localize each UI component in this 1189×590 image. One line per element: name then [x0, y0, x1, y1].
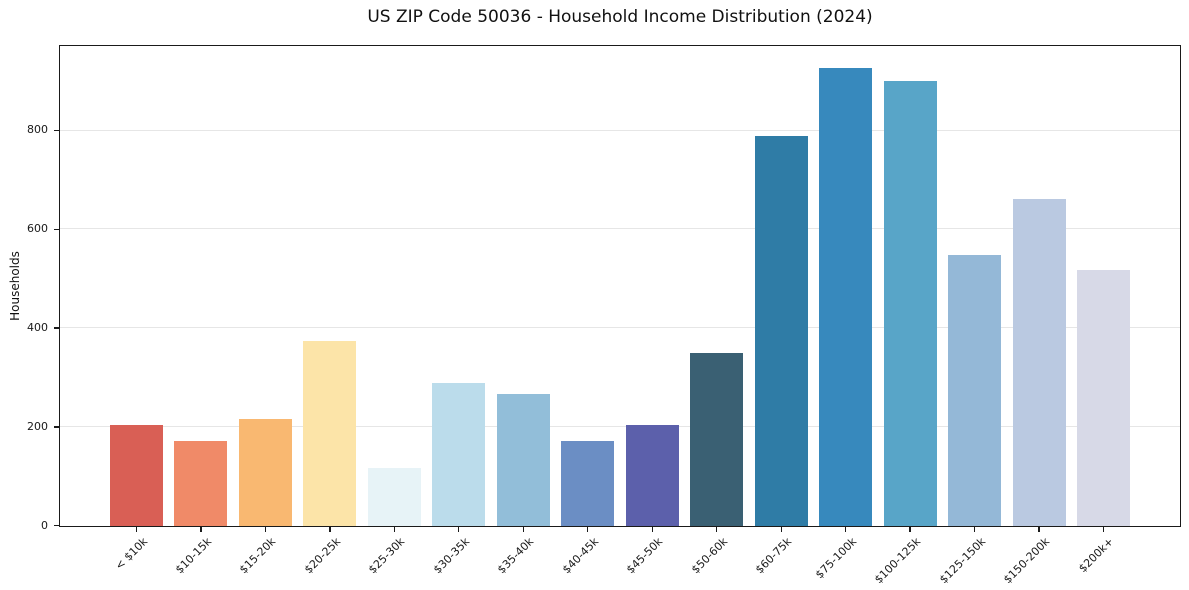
bar-slot — [362, 46, 427, 526]
gridline — [60, 129, 1180, 131]
x-tick-mark — [200, 527, 202, 532]
bar-$35-40k — [496, 393, 550, 526]
x-tick-label: $15-20k — [237, 535, 279, 577]
y-tick-mark — [54, 525, 59, 527]
gridline — [60, 426, 1180, 428]
bar-$50-60k — [690, 353, 744, 526]
bar-slot — [1007, 46, 1072, 526]
x-tick-mark — [716, 527, 718, 532]
chart-title: US ZIP Code 50036 - Household Income Dis… — [367, 7, 873, 27]
x-tick-mark — [651, 527, 653, 532]
bar-$75-100k — [819, 67, 873, 526]
x-tick-mark — [1038, 527, 1040, 532]
bar-slot — [491, 46, 556, 526]
bar-slot — [169, 46, 234, 526]
bar-$60-75k — [754, 135, 808, 526]
y-tick-mark — [54, 228, 59, 230]
x-tick-mark — [458, 527, 460, 532]
bar-slot — [1072, 46, 1137, 526]
bar-slot — [620, 46, 685, 526]
y-tick-label: 800 — [27, 123, 48, 137]
x-tick-mark — [844, 527, 847, 532]
x-tick-mark — [1102, 527, 1105, 532]
x-tick-mark — [135, 527, 138, 532]
x-tick-mark — [909, 527, 911, 532]
y-tick-mark — [54, 327, 59, 329]
bar-slot — [685, 46, 750, 526]
y-tick-label: 400 — [27, 321, 48, 334]
bar-slot — [427, 46, 492, 526]
x-tick-mark — [587, 527, 589, 532]
bar-slot — [749, 46, 814, 526]
bar-$150-200k — [1012, 198, 1066, 526]
x-tick-label: $45-50k — [624, 535, 666, 577]
x-tick-label: $150-200k — [1001, 535, 1053, 587]
bar-$10-15k — [174, 440, 228, 526]
y-tick-label: 0 — [41, 518, 48, 532]
bar-slot — [943, 46, 1008, 526]
x-tick-label: $50-60k — [688, 535, 730, 577]
bar-slot — [814, 46, 879, 526]
x-tick-mark — [393, 527, 396, 532]
y-tick-mark — [54, 129, 59, 131]
gridline — [60, 327, 1180, 329]
x-tick-label: $40-45k — [559, 535, 601, 577]
gridline — [60, 228, 1180, 230]
bar-$200k+ — [1077, 269, 1131, 526]
x-tick-label: $20-25k — [301, 535, 344, 577]
bar-$30-35k — [432, 382, 486, 526]
x-tick-mark — [329, 527, 331, 532]
x-tick-label: $10-15k — [172, 535, 215, 577]
x-tick-mark — [264, 527, 267, 532]
x-tick-label: $30-35k — [430, 535, 473, 577]
x-tick-label: $25-30k — [366, 535, 408, 577]
bar-< $10k — [109, 424, 163, 526]
bar-slot — [233, 46, 298, 526]
x-tick-label: $100-125k — [872, 535, 924, 587]
y-tick-mark — [54, 426, 59, 428]
x-tick-label: $200k+ — [1076, 535, 1117, 576]
y-tick-label: 200 — [27, 419, 48, 433]
bar-$20-25k — [303, 340, 357, 526]
bar-$25-30k — [367, 468, 421, 526]
x-tick-label: $35-40k — [495, 535, 537, 577]
y-axis-label: Households — [8, 251, 22, 321]
bar-$40-45k — [561, 440, 615, 526]
x-tick-label: < $10k — [112, 535, 150, 573]
x-tick-label: $125-150k — [936, 535, 988, 587]
x-tick-mark — [522, 527, 524, 532]
x-tick-label: $60-75k — [753, 535, 795, 577]
bar-slot — [104, 46, 169, 526]
y-tick-label: 600 — [27, 222, 48, 236]
x-tick-label: $75-100k — [812, 535, 859, 582]
bars-layer — [60, 46, 1180, 526]
bar-slot — [556, 46, 621, 526]
bar-slot — [298, 46, 363, 526]
x-tick-mark — [973, 527, 976, 532]
x-tick-mark — [780, 527, 782, 532]
bar-$45-50k — [625, 425, 679, 526]
bar-$125-150k — [948, 254, 1002, 526]
bar-$100-125k — [883, 80, 937, 526]
bar-$15-20k — [238, 419, 292, 526]
bar-slot — [878, 46, 943, 526]
plot-area — [59, 45, 1181, 527]
